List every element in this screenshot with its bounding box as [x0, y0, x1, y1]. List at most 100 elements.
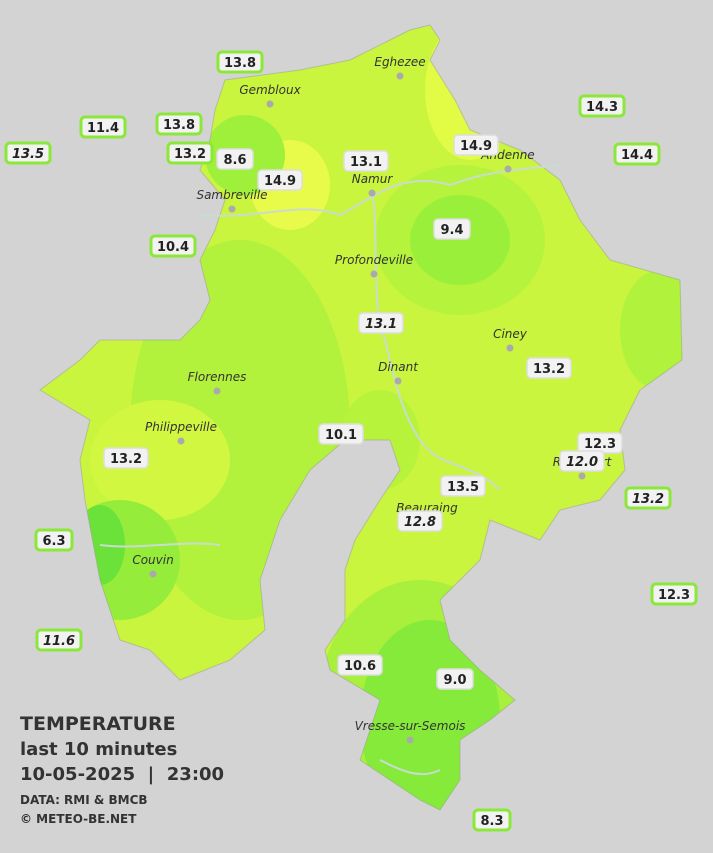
- station: 13.5: [4, 141, 52, 165]
- station-value: 9.4: [440, 223, 463, 238]
- station-value: 13.5: [447, 480, 479, 495]
- station: 14.3: [578, 94, 626, 118]
- station: 10.4: [149, 234, 197, 258]
- station: 13.2: [166, 141, 214, 165]
- city-label: Florennes: [188, 370, 247, 384]
- station-value: 12.3: [658, 588, 690, 603]
- station-value: 12.8: [404, 515, 436, 530]
- station-box: [559, 450, 605, 472]
- station-value: 9.0: [443, 673, 466, 688]
- river: [199, 164, 561, 217]
- station-value: 13.2: [174, 147, 206, 162]
- station-box: [34, 528, 74, 552]
- station-value: 13.8: [163, 118, 195, 133]
- river: [371, 189, 501, 491]
- city-dot: [266, 100, 274, 108]
- station: 12.0: [559, 450, 605, 472]
- city-label: Sambreville: [196, 188, 267, 202]
- station-value: 13.2: [632, 492, 664, 507]
- station: 9.4: [433, 218, 471, 240]
- station: 6.3: [34, 528, 74, 552]
- station-value: 11.4: [87, 121, 119, 136]
- station-box: [650, 582, 698, 606]
- legend-title: TEMPERATURE: [20, 713, 176, 735]
- station-box: [453, 134, 499, 156]
- station: 14.9: [453, 134, 499, 156]
- station-value: 14.9: [264, 174, 296, 189]
- station: 12.8: [397, 510, 443, 532]
- station: 11.6: [35, 628, 83, 652]
- stations: 13.8 11.4 13.8 13.5 13.2 8.6 14.9 13.1 14.9 14.3 1…: [4, 50, 698, 832]
- station: 14.4: [613, 142, 661, 166]
- city-dot: [578, 472, 586, 480]
- station-value: 10.1: [325, 428, 357, 443]
- station-value: 13.1: [365, 317, 397, 332]
- city-dot: [177, 437, 185, 445]
- city-label: Eghezee: [374, 55, 425, 69]
- station: 13.8: [216, 50, 264, 74]
- station: 13.5: [440, 475, 486, 497]
- city-label: Ciney: [493, 327, 528, 341]
- city-dot: [396, 72, 404, 80]
- station-box: [397, 510, 443, 532]
- station-value: 10.6: [344, 659, 376, 674]
- station: 12.3: [650, 582, 698, 606]
- station-value: 11.6: [43, 634, 75, 649]
- station-value: 6.3: [42, 534, 65, 549]
- station-value: 8.6: [223, 153, 246, 168]
- station-box: [526, 357, 572, 379]
- city-dot: [368, 189, 376, 197]
- station-box: [149, 234, 197, 258]
- station-value: 13.2: [533, 362, 565, 377]
- station-box: [103, 447, 149, 469]
- legend-datetime: 10-05-2025 | 23:00: [20, 764, 224, 785]
- station: 11.4: [79, 115, 127, 139]
- station-value: 13.2: [110, 452, 142, 467]
- station-value: 13.8: [224, 56, 256, 71]
- station-value: 12.3: [584, 437, 616, 452]
- river: [379, 759, 441, 776]
- station-box: [155, 112, 203, 136]
- station-value: 14.9: [460, 139, 492, 154]
- station: 13.8: [155, 112, 203, 136]
- river: [99, 542, 221, 548]
- station-box: [624, 486, 672, 510]
- city-dot: [406, 736, 414, 744]
- station-box: [343, 150, 389, 172]
- station-box: [4, 141, 52, 165]
- station: 12.3: [577, 432, 623, 454]
- station-box: [166, 141, 214, 165]
- station-value: 8.3: [480, 814, 503, 829]
- station-value: 13.5: [12, 147, 44, 162]
- station-value: 13.1: [350, 155, 382, 170]
- legend-source: DATA: RMI & BMCB: [20, 793, 148, 807]
- city-dot: [228, 205, 236, 213]
- station-box: [79, 115, 127, 139]
- station: 8.6: [216, 148, 254, 170]
- station: 13.2: [526, 357, 572, 379]
- station: 13.2: [103, 447, 149, 469]
- station-box: [472, 808, 512, 832]
- city-dot: [506, 344, 514, 352]
- station-box: [433, 218, 471, 240]
- legend-period: last 10 minutes: [20, 739, 177, 760]
- station: 14.9: [257, 169, 303, 191]
- station-value: 12.0: [566, 455, 598, 470]
- station: 10.6: [337, 654, 383, 676]
- station-value: 10.4: [157, 240, 189, 255]
- station-box: [440, 475, 486, 497]
- station-box: [358, 312, 404, 334]
- city-dot: [394, 377, 402, 385]
- city-label: Gembloux: [239, 83, 301, 97]
- station-box: [216, 50, 264, 74]
- station-box: [337, 654, 383, 676]
- city-dot: [213, 387, 221, 395]
- station-value: 14.3: [586, 100, 618, 115]
- station-value: 14.4: [621, 148, 653, 163]
- city-label: Philippeville: [145, 420, 217, 434]
- station: 10.1: [318, 423, 364, 445]
- station: 8.3: [472, 808, 512, 832]
- city-dot: [149, 570, 157, 578]
- city-label: Namur: [352, 172, 394, 186]
